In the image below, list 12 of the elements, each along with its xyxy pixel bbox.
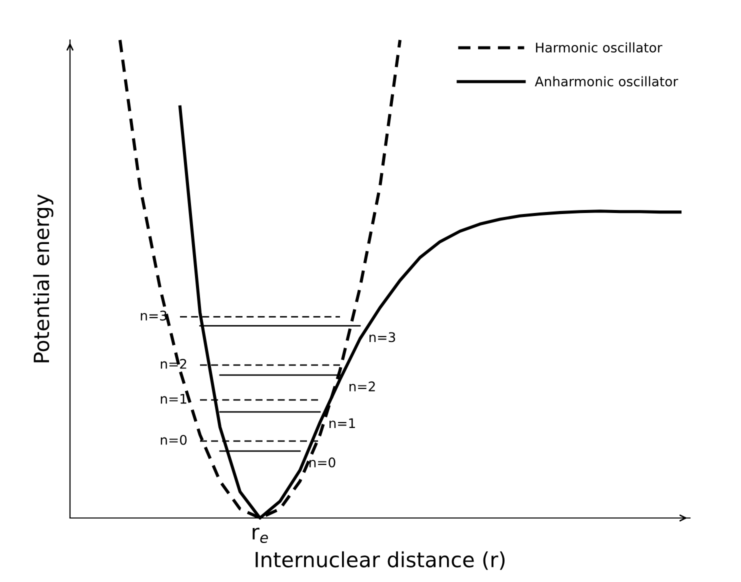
- series-label: n=0: [160, 434, 187, 445]
- legend-label: Anharmonic oscillator: [534, 76, 678, 86]
- series-label: n=1: [160, 394, 186, 404]
- series-label: n=2: [160, 358, 186, 369]
- y-axis-title: Potential energy: [33, 194, 54, 362]
- x-axis-title: Internuclear distance (r): [256, 551, 505, 570]
- series-label: n=0: [310, 457, 336, 468]
- series-label: n=3: [370, 332, 396, 342]
- legend-label: Harmonic oscillator: [536, 42, 662, 53]
- series-label: n=1: [330, 418, 355, 428]
- text: r$_{e}$: [252, 528, 268, 544]
- series-label: n=2: [350, 381, 375, 392]
